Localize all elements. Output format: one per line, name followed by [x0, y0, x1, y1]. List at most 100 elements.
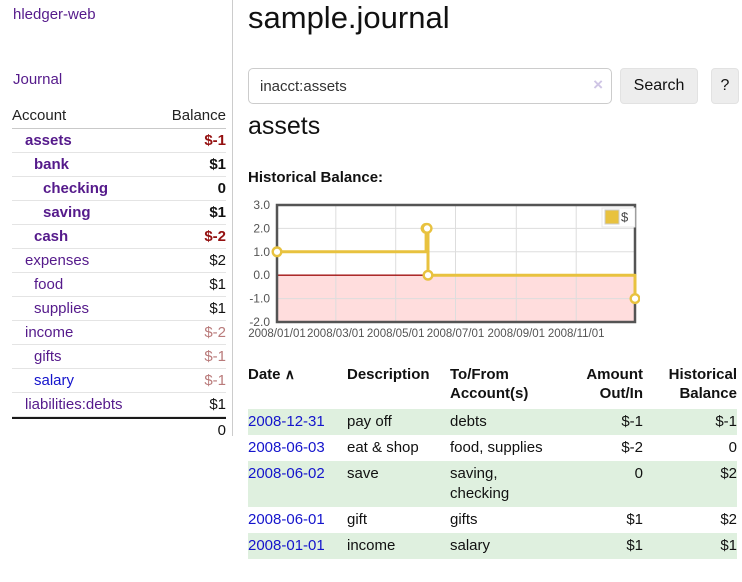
x-tick-label: 2008/05/01 — [367, 328, 425, 340]
accounts-header-account: Account — [12, 104, 156, 129]
transaction-date-link[interactable]: 2008-01-01 — [248, 537, 325, 554]
transaction-date-link[interactable]: 2008-06-03 — [248, 439, 325, 456]
x-tick-label: 2008/11/01 — [548, 328, 605, 340]
account-balance: $1 — [155, 393, 226, 417]
account-link[interactable]: supplies — [34, 300, 90, 317]
account-balance: $-2 — [155, 225, 226, 249]
account-link[interactable]: salary — [34, 372, 75, 389]
search-input-wrap: × — [248, 68, 612, 104]
account-row: expenses $2 — [12, 249, 226, 273]
account-row: gifts $-1 — [12, 345, 226, 369]
plot-border — [275, 203, 637, 324]
accounts-header-balance: Balance — [155, 104, 226, 129]
account-link[interactable]: bank — [34, 156, 70, 173]
account-row: food $1 — [12, 273, 226, 297]
clear-search-icon[interactable]: × — [593, 75, 603, 94]
x-tick-label: 2008/09/01 — [488, 328, 546, 340]
transaction-date-cell: 2008-01-01 — [248, 533, 347, 559]
transaction-row: 2008-01-01 income salary $1 $1 — [248, 533, 737, 559]
search-button[interactable]: Search — [620, 68, 698, 104]
transaction-date-cell: 2008-06-01 — [248, 507, 347, 533]
search-input[interactable] — [248, 68, 612, 104]
register-header-description: Description — [347, 366, 430, 383]
sidebar-item-journal[interactable]: Journal — [13, 71, 63, 88]
transaction-amount: $1 — [626, 511, 643, 528]
accounts-total-value: 0 — [155, 417, 226, 442]
account-link[interactable]: food — [34, 276, 64, 293]
account-balance: 0 — [155, 177, 226, 201]
transaction-date-link[interactable]: 2008-06-02 — [248, 465, 325, 482]
transaction-accounts: salary — [450, 533, 573, 559]
account-name-cell: gifts — [12, 345, 156, 369]
transaction-balance: $2 — [720, 511, 737, 528]
account-name-cell: bank — [12, 153, 156, 177]
transaction-row: 2008-06-03 eat & shop food, supplies $-2 0 — [248, 435, 737, 461]
main-content: sample.journal × Search ? assets Histori… — [248, 0, 742, 582]
transaction-description: gift — [347, 511, 368, 528]
account-link[interactable]: expenses — [25, 252, 90, 269]
chart-title: Historical Balance: — [248, 169, 384, 186]
account-row: supplies $1 — [12, 297, 226, 321]
account-balance: $2 — [155, 249, 226, 273]
accounts-header-row: Account Balance — [12, 104, 226, 129]
x-tick-label: 2008/03/01 — [307, 328, 365, 340]
account-row: cash $-2 — [12, 225, 226, 249]
account-link[interactable]: cash — [34, 228, 69, 245]
account-link[interactable]: assets — [25, 132, 72, 149]
account-row: checking 0 — [12, 177, 226, 201]
transaction-description: save — [347, 461, 450, 507]
account-name-cell: saving — [12, 201, 156, 225]
legend-label: $ — [621, 210, 629, 225]
transaction-description: eat & shop — [347, 439, 419, 456]
account-heading: assets — [248, 112, 321, 140]
transaction-balance: 0 — [728, 439, 737, 456]
y-tick-label: 3.0 — [253, 200, 270, 212]
transaction-row: 2008-06-02 save saving, checking 0 $2 — [248, 461, 737, 507]
account-name-cell: income — [12, 321, 156, 345]
account-name-cell: supplies — [12, 297, 156, 321]
data-point-marker — [421, 222, 433, 234]
transaction-date-link[interactable]: 2008-12-31 — [248, 413, 325, 430]
transaction-accounts: food, supplies — [450, 439, 543, 456]
y-tick-label: 2.0 — [253, 221, 270, 235]
transaction-row: 2008-06-01 gift gifts $1 $2 — [248, 507, 737, 533]
account-link[interactable]: checking — [43, 180, 109, 197]
transaction-date-cell: 2008-06-03 — [248, 435, 347, 461]
account-balance: $1 — [155, 297, 226, 321]
account-row: bank $1 — [12, 153, 226, 177]
sort-ascending-icon: ∧ — [284, 366, 295, 382]
account-link[interactable]: saving — [43, 204, 91, 221]
brand-link[interactable]: hledger-web — [13, 6, 96, 23]
transaction-date-link[interactable]: 2008-06-01 — [248, 511, 325, 528]
register-header-date[interactable]: Date ∧ — [248, 366, 295, 383]
account-name-cell: assets — [12, 129, 156, 153]
transaction-balance: $1 — [643, 533, 737, 559]
transaction-amount: $-1 — [573, 409, 643, 435]
account-balance: $1 — [155, 201, 226, 225]
y-tick-label: 0.0 — [253, 268, 270, 282]
data-point-marker — [629, 293, 640, 305]
register-header-balance: Historical Balance — [668, 366, 737, 402]
account-name-cell: salary — [12, 369, 156, 393]
account-balance: $1 — [155, 273, 226, 297]
account-name-cell: checking — [12, 177, 156, 201]
account-link[interactable]: gifts — [34, 348, 62, 365]
account-link[interactable]: income — [25, 324, 74, 341]
transaction-date-cell: 2008-06-02 — [248, 461, 347, 507]
account-balance: $-1 — [155, 369, 226, 393]
account-balance: $-2 — [155, 321, 226, 345]
account-link[interactable]: liabilities:debts — [25, 396, 123, 413]
account-balance: $-1 — [155, 129, 226, 153]
y-tick-label: 1.0 — [253, 245, 270, 259]
transaction-row: 2008-12-31 pay off debts $-1 $-1 — [248, 409, 737, 435]
transaction-amount: 0 — [573, 461, 643, 507]
transaction-date-cell: 2008-12-31 — [248, 409, 347, 435]
search-bar: × Search ? — [248, 68, 742, 104]
help-button[interactable]: ? — [711, 68, 739, 104]
account-name-cell: cash — [12, 225, 156, 249]
accounts-table: Account Balance assets $-1 bank $1 checking 0… — [12, 104, 226, 442]
y-tick-label: -2.0 — [249, 315, 270, 329]
register-header-row: Date ∧ Description To/From Account(s) Am… — [248, 363, 737, 409]
transaction-accounts: gifts — [450, 511, 478, 528]
